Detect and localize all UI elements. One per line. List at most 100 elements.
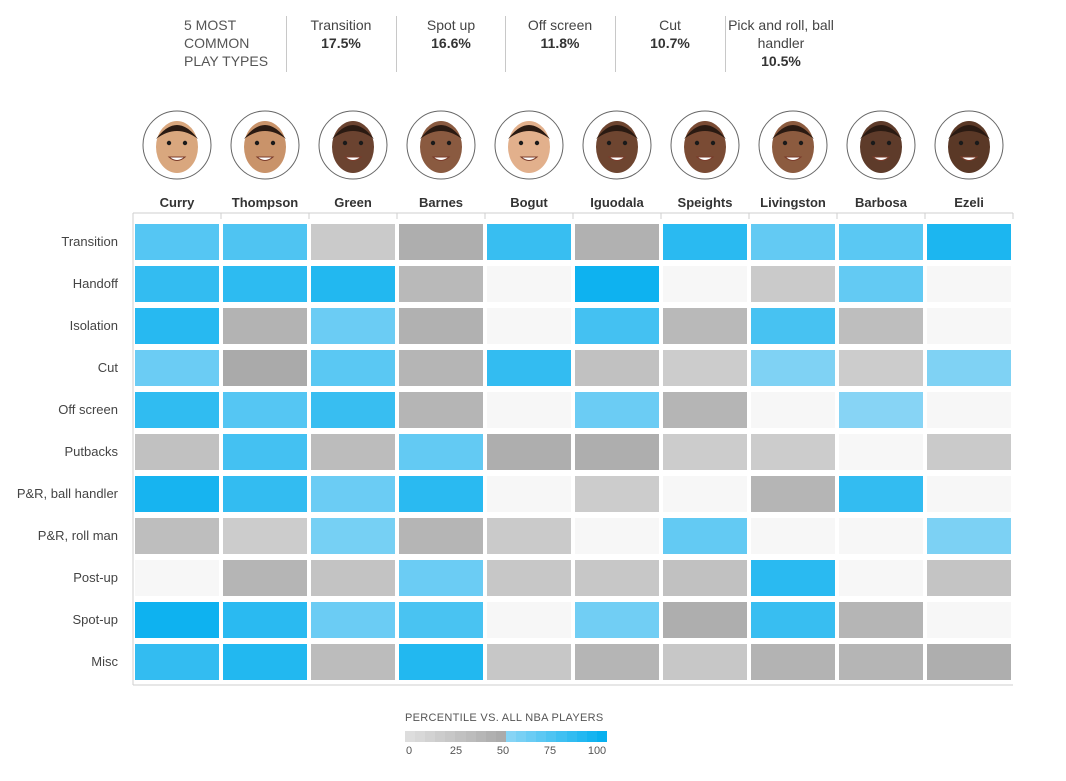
summary-pct: 10.5% — [761, 53, 801, 69]
heatmap-cell — [399, 350, 483, 386]
heatmap-cell — [399, 392, 483, 428]
eye-icon — [518, 140, 524, 146]
summary-item-spot-up: Spot up 16.6% — [396, 16, 505, 72]
heatmap-cell — [751, 602, 835, 638]
smile-icon — [519, 156, 539, 161]
column-label-iguodala: Iguodala — [590, 195, 644, 210]
face-icon — [860, 121, 902, 173]
smile-icon — [431, 156, 451, 161]
eye-icon — [870, 140, 876, 146]
heatmap-cell — [135, 434, 219, 470]
heatmap-cell — [927, 602, 1011, 638]
heatmap-cell — [311, 308, 395, 344]
heatmap-cell — [839, 224, 923, 260]
smile-icon — [959, 156, 979, 161]
column-label-curry: Curry — [160, 195, 195, 210]
legend-segment — [596, 731, 607, 742]
heatmap-cell — [663, 602, 747, 638]
eye-icon — [710, 140, 716, 146]
heatmap-cell — [399, 476, 483, 512]
summary-pct: 17.5% — [321, 35, 361, 51]
legend-ticks: 0 25 50 75 100 — [405, 745, 607, 759]
heatmap-cell — [663, 266, 747, 302]
eye-icon — [606, 140, 612, 146]
row-label: Misc — [91, 654, 118, 669]
column-label-barbosa: Barbosa — [855, 195, 908, 210]
eye-icon — [694, 140, 700, 146]
heatmap-cell — [223, 518, 307, 554]
heatmap-cell — [575, 644, 659, 680]
heatmap-cell — [927, 476, 1011, 512]
heatmap-cell — [839, 518, 923, 554]
legend-segment — [566, 731, 577, 742]
hair-icon — [244, 125, 286, 139]
heatmap-cell — [311, 224, 395, 260]
heatmap-cell — [575, 476, 659, 512]
heatmap-cell — [751, 476, 835, 512]
legend-tick-label: 75 — [543, 745, 557, 757]
legend-segment — [435, 731, 446, 742]
heatmap-cell — [751, 224, 835, 260]
heatmap-cell — [223, 560, 307, 596]
eye-icon — [622, 140, 628, 146]
heatmap-cell — [751, 434, 835, 470]
smile-icon — [783, 156, 803, 161]
heatmap-cell — [223, 644, 307, 680]
legend-segment — [516, 731, 527, 742]
eye-icon — [886, 140, 892, 146]
heatmap-cell — [399, 560, 483, 596]
heatmap-cell — [575, 350, 659, 386]
eye-icon — [358, 140, 364, 146]
legend-segment — [445, 731, 456, 742]
row-label: Isolation — [70, 318, 118, 333]
heatmap-cell — [487, 308, 571, 344]
legend-segment — [546, 731, 557, 742]
column-label-livingston: Livingston — [760, 195, 826, 210]
heatmap-cell — [487, 266, 571, 302]
legend-color-bar — [405, 731, 607, 742]
heatmap-cell — [311, 560, 395, 596]
heatmap-cell — [135, 644, 219, 680]
heatmap-cell — [223, 308, 307, 344]
row-label: Transition — [61, 234, 118, 249]
column-label-thompson: Thompson — [232, 195, 298, 210]
heatmap-cell — [135, 602, 219, 638]
heatmap-cell — [135, 224, 219, 260]
heatmap-cell — [839, 266, 923, 302]
legend-segment — [475, 731, 486, 742]
legend-tick-label: 100 — [587, 745, 607, 757]
heatmap-cell — [135, 476, 219, 512]
heatmap-cell — [223, 224, 307, 260]
heatmap-cell — [575, 308, 659, 344]
row-label: Putbacks — [65, 444, 119, 459]
heatmap-cell — [839, 308, 923, 344]
summary-item-off-screen: Off screen 11.8% — [505, 16, 614, 72]
heatmap-cell — [135, 518, 219, 554]
smile-icon — [343, 156, 363, 161]
heatmap-cell — [135, 308, 219, 344]
hair-icon — [684, 125, 726, 139]
heatmap-cell — [135, 392, 219, 428]
hair-icon — [596, 125, 638, 139]
smile-icon — [167, 156, 187, 161]
legend-tick-label: 50 — [496, 745, 510, 757]
heatmap-cell — [927, 518, 1011, 554]
row-label: P&R, ball handler — [17, 486, 119, 501]
summary-label: Spot up — [426, 17, 476, 33]
heatmap-cell — [487, 518, 571, 554]
heatmap-cell — [311, 644, 395, 680]
row-label: Handoff — [73, 276, 119, 291]
summary-pct: 11.8% — [540, 35, 580, 51]
row-label: Off screen — [58, 402, 118, 417]
summary-pct: 16.6% — [431, 35, 471, 51]
heatmap-cell — [839, 602, 923, 638]
heatmap-cell — [311, 392, 395, 428]
heatmap-cell — [839, 644, 923, 680]
legend-segment — [465, 731, 476, 742]
eye-icon — [270, 140, 276, 146]
heatmap-cell — [311, 602, 395, 638]
legend-segment — [495, 731, 506, 742]
face-icon — [948, 121, 990, 173]
heatmap-cell — [223, 266, 307, 302]
